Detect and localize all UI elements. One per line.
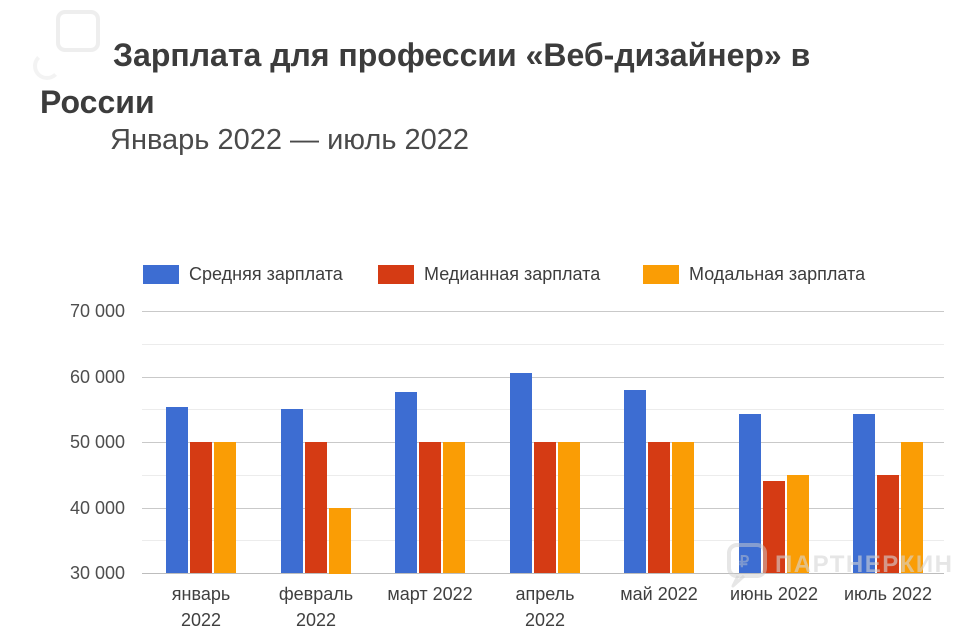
legend-swatch-median — [378, 265, 414, 284]
x-axis-label: март 2022 — [387, 584, 473, 604]
bar-modal — [558, 442, 580, 573]
x-axis-label: май 2022 — [620, 584, 698, 604]
bar-median — [534, 442, 556, 573]
chart-title-line1: Зарплата для профессии «Веб-дизайнер» в — [113, 37, 811, 73]
bar-modal — [329, 508, 351, 574]
bar-average — [739, 414, 761, 573]
gridline — [142, 311, 944, 312]
legend-item-average: Средняя зарплата — [143, 264, 343, 285]
legend-label-median: Медианная зарплата — [424, 264, 601, 284]
bar-average — [166, 407, 188, 573]
bar-median — [190, 442, 212, 573]
legend-swatch-average — [143, 265, 179, 284]
legend-item-modal: Модальная зарплата — [643, 264, 865, 285]
bar-average — [395, 392, 417, 573]
bar-average — [510, 373, 532, 573]
bar-median — [763, 481, 785, 573]
x-axis-label: июнь 2022 — [730, 584, 818, 604]
legend-item-median: Медианная зарплата — [378, 264, 600, 285]
watermark-fragment-icon — [56, 10, 100, 52]
legend-label-modal: Модальная зарплата — [689, 264, 866, 284]
bar-modal — [443, 442, 465, 573]
bar-modal — [672, 442, 694, 573]
bar-median — [305, 442, 327, 573]
y-axis-tick-label: 40 000 — [69, 498, 125, 518]
x-axis-label: июль 2022 — [843, 584, 933, 604]
bar-median — [648, 442, 670, 573]
gridline — [142, 573, 944, 574]
legend-label-average: Средняя зарплата — [189, 264, 343, 284]
x-axis-label: апрель 2022 — [515, 584, 575, 630]
bar-modal — [214, 442, 236, 573]
legend-swatch-modal — [643, 265, 679, 284]
x-axis-label: февраль 2022 — [278, 584, 354, 630]
bar-average — [853, 414, 875, 573]
bar-median — [877, 475, 899, 573]
gridline — [142, 377, 944, 378]
bar-average — [624, 390, 646, 573]
chart-title: Зарплата для профессии «Веб-дизайнер» в … — [40, 32, 930, 126]
y-axis-tick-label: 70 000 — [69, 301, 125, 321]
y-axis-tick-label: 50 000 — [69, 432, 125, 452]
bar-modal — [901, 442, 923, 573]
chart-subtitle: Январь 2022 — июль 2022 — [110, 124, 470, 156]
gridline — [142, 409, 944, 410]
x-axis-label: январь 2022 — [171, 584, 231, 630]
bar-modal — [787, 475, 809, 573]
y-axis-tick-label: 60 000 — [69, 367, 125, 387]
y-axis-tick-label: 30 000 — [69, 563, 125, 583]
bar-average — [281, 409, 303, 573]
bar-median — [419, 442, 441, 573]
gridline — [142, 344, 944, 345]
chart-title-line2: России — [40, 84, 155, 120]
watermark-fragment-arc — [33, 52, 61, 80]
